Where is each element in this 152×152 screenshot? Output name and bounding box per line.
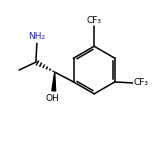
Text: CF₃: CF₃ <box>134 78 149 87</box>
Text: NH₂: NH₂ <box>28 32 45 41</box>
Text: CF₃: CF₃ <box>87 16 102 25</box>
Polygon shape <box>52 72 56 91</box>
Text: OH: OH <box>46 94 60 103</box>
